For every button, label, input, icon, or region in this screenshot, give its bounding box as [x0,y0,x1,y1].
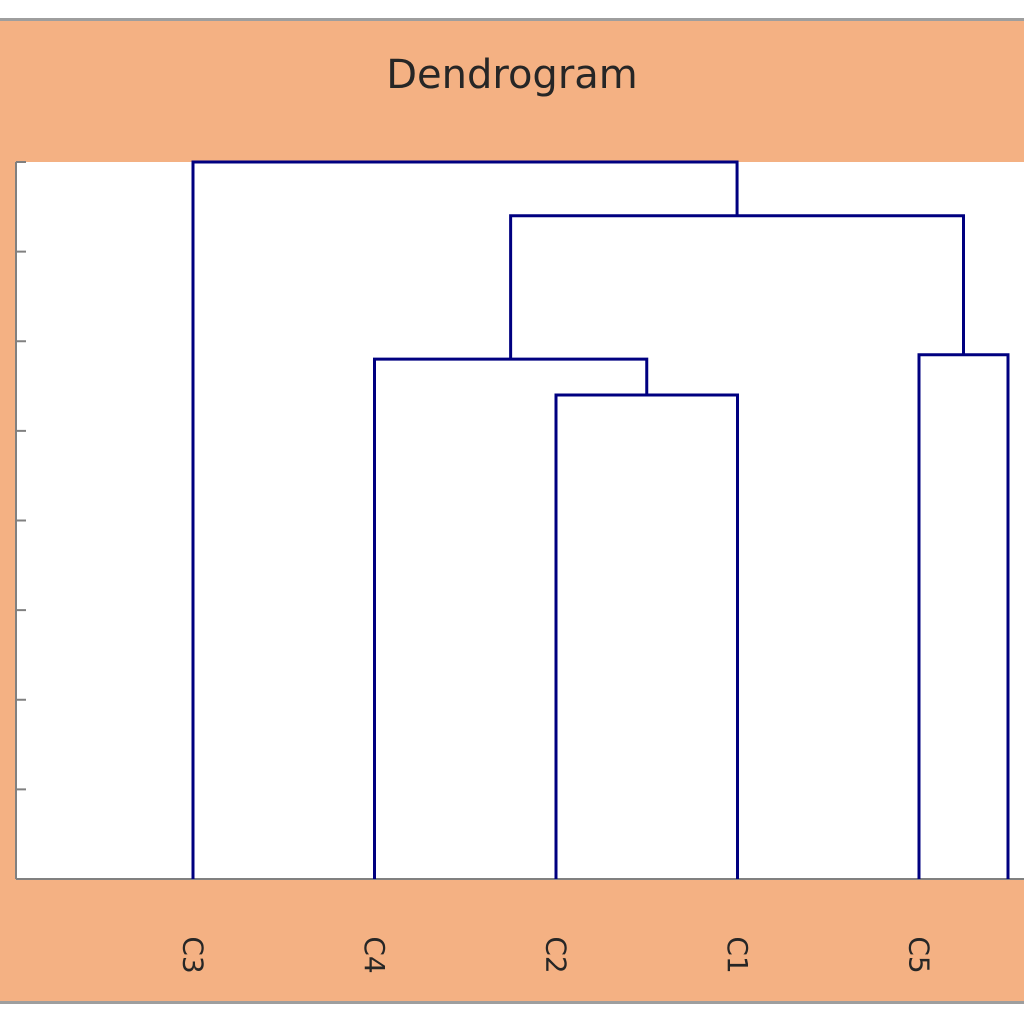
leaf-label: C3 [177,936,210,973]
leaf-label: C4 [358,936,391,973]
leaf-label: C2 [540,936,573,973]
chart-title: Dendrogram [386,52,638,98]
plot-area [16,162,1024,879]
dendrogram-link [191,160,739,879]
leaf-label: C1 [721,936,754,973]
dendrogram-link [917,353,1010,879]
leaf-label: C5 [903,936,936,973]
